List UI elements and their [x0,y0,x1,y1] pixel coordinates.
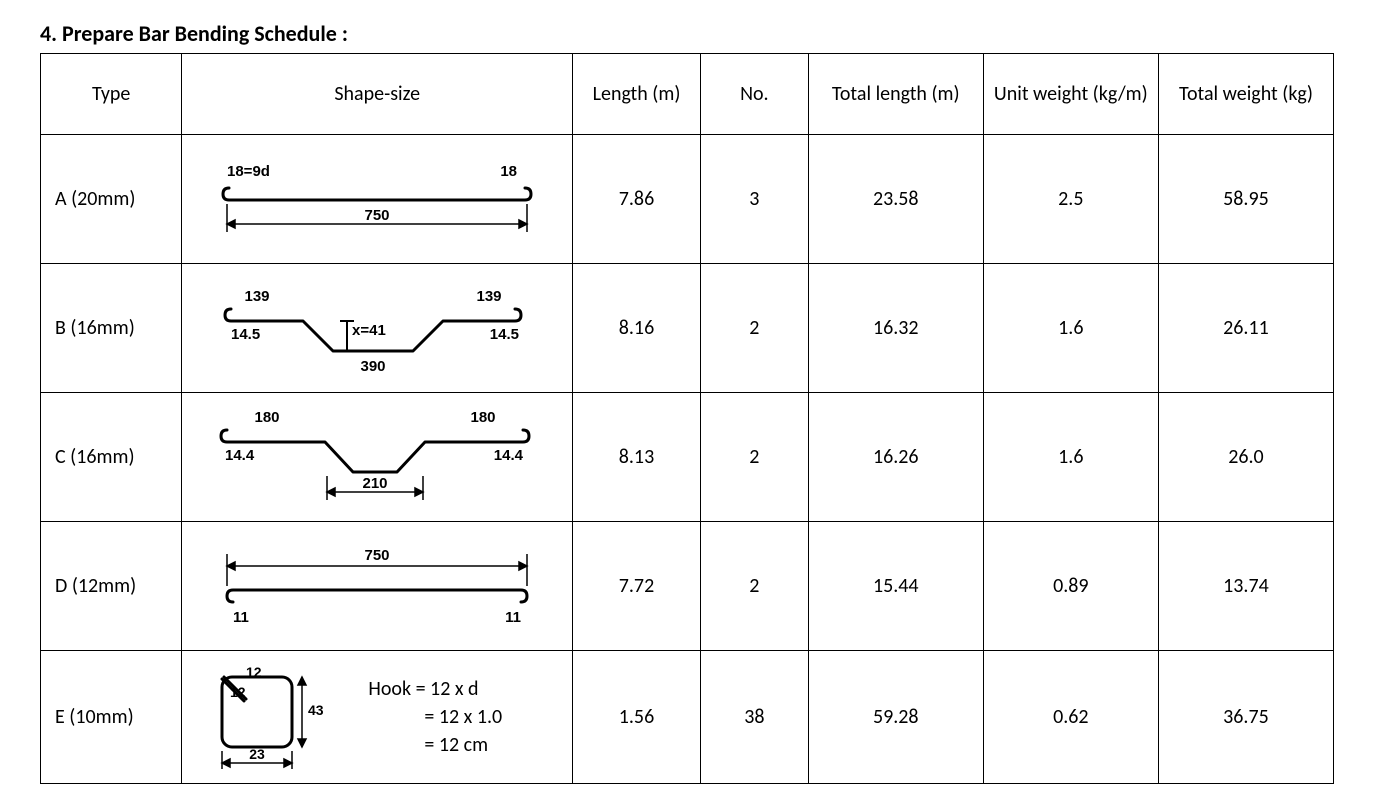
cell-unit-weight: 2.5 [983,135,1158,264]
cell-no: 2 [700,264,808,393]
cell-no: 2 [700,522,808,651]
cell-length: 7.72 [573,522,701,651]
cell-type: E (10mm) [41,651,182,784]
cell-shape: 139 139 14.5 14.5 x=41 390 [182,264,573,393]
cell-total-length: 16.32 [808,264,983,393]
hook-calc-line1: Hook = 12 x d [368,675,502,703]
cell-total-length: 15.44 [808,522,983,651]
cell-total-weight: 26.11 [1158,264,1333,393]
hook-calc: Hook = 12 x d = 12 x 1.0 = 12 cm [368,675,502,759]
shape-d: 750 11 11 [197,536,557,636]
cell-type: D (12mm) [41,522,182,651]
dim-top-left: 180 [255,409,280,426]
dim-hook-right: 11 [505,609,521,626]
hook-calc-line3: = 12 cm [368,731,502,759]
col-total-weight: Total weight (kg) [1158,54,1333,135]
cell-no: 2 [700,393,808,522]
table-row: C (16mm) 180 180 14.4 14.4 [41,393,1334,522]
dim-hook-left: 11 [233,609,249,626]
cell-no: 3 [700,135,808,264]
col-shape: Shape-size [182,54,573,135]
dim-x: x=41 [352,322,386,339]
cell-length: 8.16 [573,264,701,393]
bbs-table: Type Shape-size Length (m) No. Total len… [40,53,1334,784]
shape-c: 180 180 14.4 14.4 210 [197,402,557,512]
dim-span: 750 [365,547,390,564]
dim-left-hook: 18=9d [227,163,270,180]
cell-length: 1.56 [573,651,701,784]
dim-top-right: 139 [477,288,502,305]
table-row: A (20mm) 18=9d 18 [41,135,1334,264]
col-total-len: Total length (m) [808,54,983,135]
dim-height: 43 [308,702,324,718]
dim-tail-2: 12 [230,684,246,700]
cell-type: B (16mm) [41,264,182,393]
cell-length: 8.13 [573,393,701,522]
col-type: Type [41,54,182,135]
header-row: Type Shape-size Length (m) No. Total len… [41,54,1334,135]
col-unit-weight: Unit weight (kg/m) [983,54,1158,135]
section-title: 4. Prepare Bar Bending Schedule : [40,20,1334,47]
dim-top-right: 180 [471,409,496,426]
table-row: B (16mm) 139 139 14.5 14.5 x=41 390 [41,264,1334,393]
shape-b: 139 139 14.5 14.5 x=41 390 [197,273,557,383]
dim-width: 23 [250,746,266,762]
hook-calc-line2: = 12 x 1.0 [368,703,502,731]
dim-bottom: 210 [363,475,388,492]
cell-unit-weight: 1.6 [983,393,1158,522]
shape-a: 18=9d 18 750 [197,154,557,244]
table-row: E (10mm) 12 12 [41,651,1334,784]
cell-shape: 180 180 14.4 14.4 210 [182,393,573,522]
cell-length: 7.86 [573,135,701,264]
dim-span: 750 [365,207,390,224]
col-length: Length (m) [573,54,701,135]
cell-unit-weight: 0.62 [983,651,1158,784]
cell-unit-weight: 0.89 [983,522,1158,651]
cell-unit-weight: 1.6 [983,264,1158,393]
dim-tail-1: 12 [246,664,262,680]
cell-type: A (20mm) [41,135,182,264]
col-no: No. [700,54,808,135]
cell-total-weight: 26.0 [1158,393,1333,522]
dim-hook-left: 14.4 [225,447,255,464]
dim-hook-right: 14.4 [494,447,524,464]
dim-right-hook: 18 [501,163,518,180]
cell-total-length: 59.28 [808,651,983,784]
cell-no: 38 [700,651,808,784]
dim-hook-right: 14.5 [490,326,519,343]
cell-total-weight: 13.74 [1158,522,1333,651]
dim-top-left: 139 [245,288,270,305]
cell-shape: 18=9d 18 750 [182,135,573,264]
cell-shape: 12 12 43 23 [182,651,573,784]
dim-bottom: 390 [361,358,386,375]
dim-hook-left: 14.5 [231,326,260,343]
cell-total-weight: 58.95 [1158,135,1333,264]
cell-total-length: 16.26 [808,393,983,522]
cell-total-weight: 36.75 [1158,651,1333,784]
cell-total-length: 23.58 [808,135,983,264]
cell-shape: 750 11 11 [182,522,573,651]
cell-type: C (16mm) [41,393,182,522]
shape-e: 12 12 43 23 [198,657,348,777]
table-row: D (12mm) 750 11 11 [41,522,1334,651]
